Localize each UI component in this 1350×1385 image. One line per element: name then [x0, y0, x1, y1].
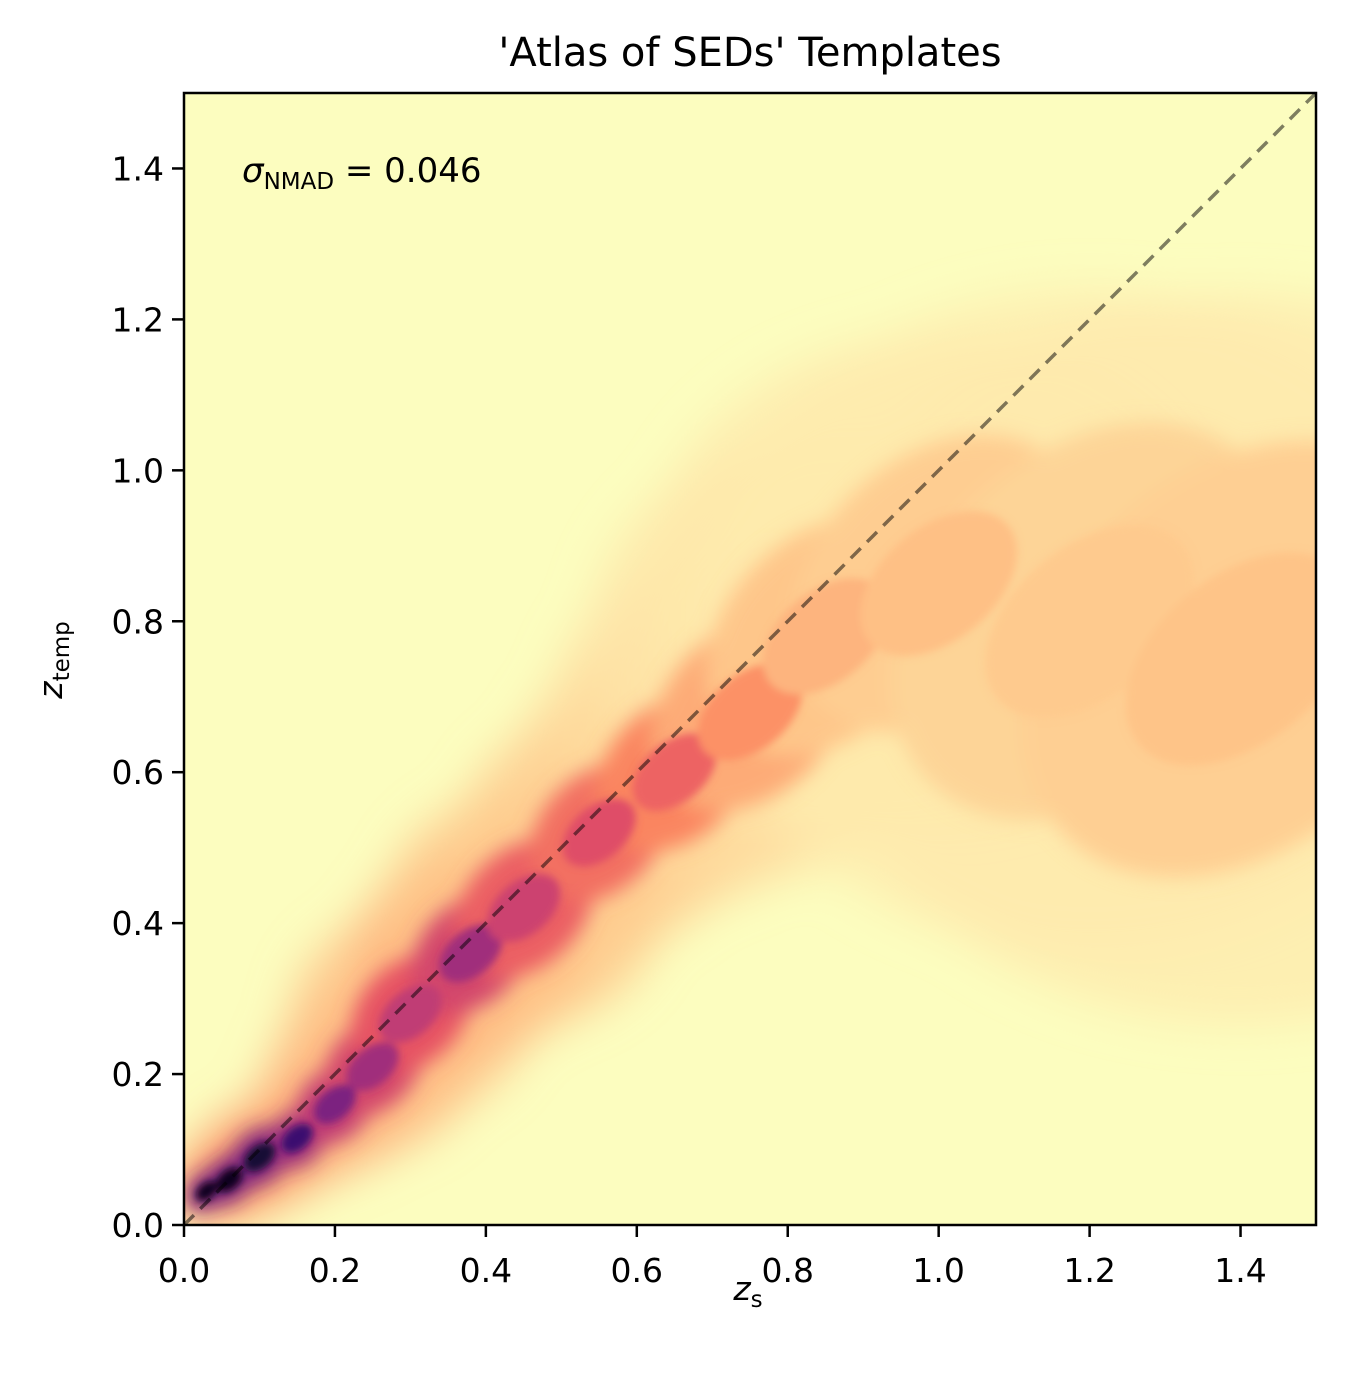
heatmap-core — [196, 510, 1316, 1201]
x-axis-label-main: z — [732, 1269, 751, 1308]
x-tick-label: 0.2 — [309, 1251, 361, 1290]
y-tick-label: 0.0 — [112, 1206, 164, 1245]
y-axis-label-sub: temp — [49, 621, 75, 681]
y-axis-ticks: 0.0 0.2 0.4 0.6 0.8 1.0 1.2 1.4 — [112, 149, 184, 1245]
density-core-5 — [346, 1042, 399, 1091]
y-tick-label: 1.2 — [112, 300, 164, 339]
x-tick-label: 1.0 — [912, 1251, 964, 1290]
y-axis-label-main: z — [31, 681, 70, 700]
density-core-4 — [314, 1084, 356, 1124]
density-core-6 — [379, 984, 442, 1043]
x-tick-label: 1.2 — [1063, 1251, 1115, 1290]
x-tick-label: 0.6 — [611, 1251, 663, 1290]
y-axis-label: ztemp — [31, 621, 75, 700]
density-core-12 — [762, 578, 889, 695]
density-core-0 — [196, 1181, 218, 1201]
density-core-7 — [439, 924, 503, 983]
x-tick-label: 0.0 — [158, 1251, 210, 1290]
y-tick-label: 1.0 — [112, 451, 164, 490]
density-core-10 — [632, 733, 717, 811]
y-tick-label: 1.4 — [112, 149, 164, 188]
x-axis-label: zs — [732, 1269, 762, 1313]
chart-title: 'Atlas of SEDs' Templates — [498, 30, 1001, 76]
sigma-subscript: NMAD — [264, 169, 335, 195]
sigma-nmad-annotation: σNMAD = 0.046 — [242, 151, 482, 195]
x-tick-label: 0.8 — [761, 1251, 813, 1290]
density-core-15 — [1125, 552, 1316, 766]
x-tick-label: 1.4 — [1214, 1251, 1266, 1290]
density-core-13 — [860, 510, 1018, 657]
density-core-2 — [243, 1142, 276, 1172]
density-core-8 — [487, 874, 561, 942]
sigma-symbol: σ — [242, 151, 265, 191]
y-tick-label: 0.8 — [112, 602, 164, 641]
one-to-one-reference-line — [182, 91, 1318, 1227]
y-tick-label: 0.4 — [112, 904, 164, 943]
density-core-3 — [281, 1123, 313, 1153]
x-axis-ticks: 0.0 0.2 0.4 0.6 0.8 1.0 1.2 1.4 — [158, 1225, 1267, 1290]
density-core-9 — [562, 798, 636, 867]
x-tick-label: 0.4 — [460, 1251, 512, 1290]
plot-area — [182, 91, 1318, 1227]
y-tick-label: 0.6 — [112, 753, 164, 792]
y-tick-label: 0.2 — [112, 1055, 164, 1094]
plot-frame — [182, 91, 1318, 1227]
sigma-value: = 0.046 — [334, 151, 481, 191]
x-axis-label-sub: s — [751, 1287, 763, 1313]
